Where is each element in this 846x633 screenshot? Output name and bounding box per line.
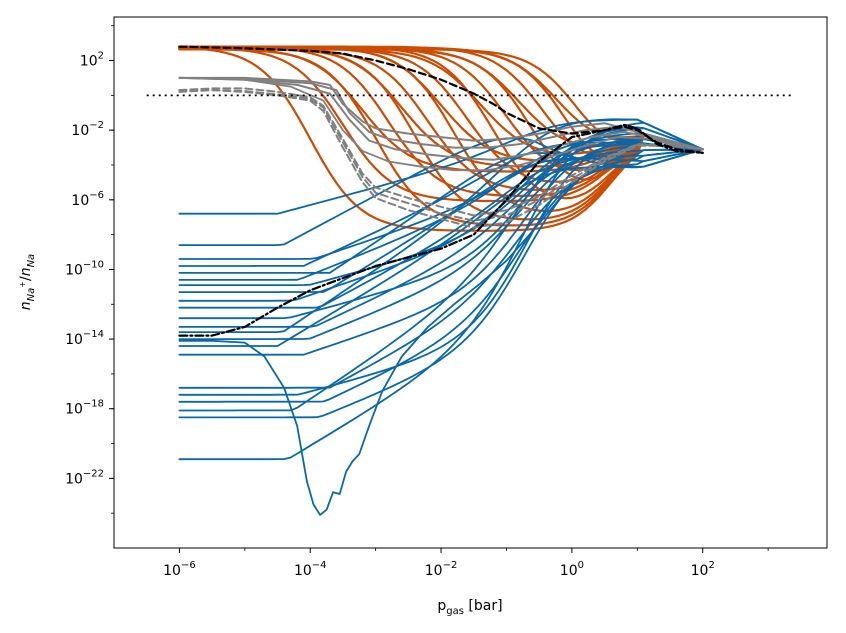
x-axis: 10−6 10−4 10−2 100 102 — [163, 548, 769, 579]
blue-dip-series-line — [178, 141, 704, 516]
blue-series-line — [178, 148, 704, 419]
y-tick-label: 10−18 — [65, 399, 104, 418]
gray-series-group — [178, 76, 704, 229]
x-tick-label: 10−6 — [163, 560, 196, 579]
y-tick-label: 10−22 — [65, 468, 104, 487]
y-axis-label: nNa+/nNa — [18, 254, 37, 310]
gray-solid-c-line — [178, 76, 704, 161]
gray-solid-b-line — [178, 76, 704, 151]
blue-series-line — [178, 138, 704, 286]
y-tick-label: 10−14 — [65, 329, 104, 348]
x-tick-label: 10−2 — [425, 560, 458, 579]
gray-dashed-a-line — [178, 87, 704, 217]
blue-series-line — [178, 148, 704, 389]
x-tick-label: 10−4 — [294, 560, 327, 579]
blue-series-line — [178, 143, 704, 340]
blue-series-line — [178, 137, 704, 246]
y-tick-label: 102 — [80, 51, 104, 70]
gray-dashed-c-line — [178, 89, 704, 222]
black-dashed-line — [178, 45, 704, 154]
x-tick-label: 102 — [691, 560, 715, 579]
black-dashdot-line — [178, 123, 704, 337]
y-tick-label: 10−6 — [71, 190, 104, 209]
y-axis: 102 10−2 10−6 10−10 10−14 10−18 10−22 — [65, 25, 114, 514]
blue-series-line — [178, 132, 704, 302]
blue-series-group — [178, 118, 704, 516]
blue-series-line — [178, 143, 704, 260]
blue-series-line — [178, 126, 704, 412]
x-tick-label: 100 — [560, 560, 584, 579]
y-tick-label: 10−2 — [71, 120, 104, 139]
orange-series-line — [178, 46, 704, 232]
blue-series-line — [178, 118, 704, 333]
plot-frame — [113, 16, 828, 549]
x-axis-label: pgas [bar] — [437, 598, 502, 617]
plot-area — [146, 45, 795, 516]
black-series-group — [178, 45, 704, 337]
blue-series-line — [178, 127, 704, 320]
orange-series-line — [178, 48, 704, 227]
blue-series-line — [178, 148, 704, 403]
y-tick-label: 10−10 — [65, 259, 104, 278]
gray-solid-d-line — [178, 77, 704, 172]
